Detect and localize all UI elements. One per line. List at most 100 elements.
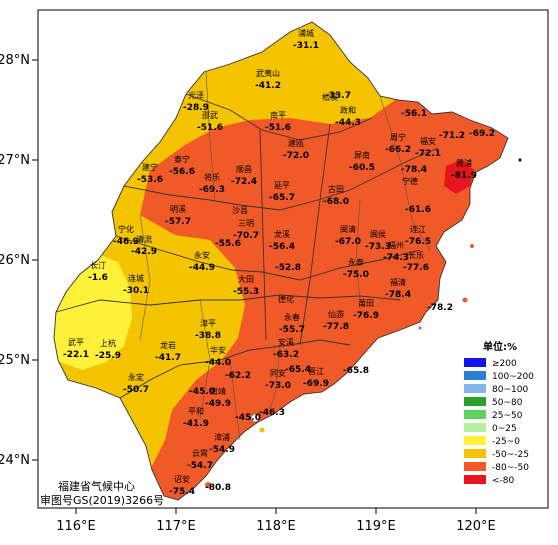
station-name: 宁德 (402, 176, 418, 186)
station-value: -57.7 (165, 217, 191, 227)
station-value: -75.4 (169, 487, 195, 497)
legend-label: -80~-50 (492, 463, 529, 473)
legend-swatch (464, 371, 486, 380)
station-label: 龙溪 -56.4 (269, 229, 295, 252)
station-label: 周宁 -66.2 (385, 132, 411, 155)
station-label: 建宁 -53.6 (137, 162, 163, 185)
lon-tick-label: 117°E (156, 519, 196, 534)
island (259, 427, 265, 433)
legend-item: <-80 (464, 475, 515, 486)
station-label: -71.2 (439, 131, 465, 141)
station-value: -44.9 (189, 263, 215, 273)
station-value: -46.9 (113, 237, 139, 247)
station-label: 宁德 (402, 176, 418, 186)
station-label: 仙游 -77.8 (323, 309, 349, 332)
islands (205, 158, 522, 488)
station-label: 南平 -51.6 (265, 110, 291, 133)
station-value: -78.2 (427, 303, 453, 313)
station-name: 永泰 (348, 257, 364, 267)
station-value: -73.0 (265, 381, 291, 391)
station-value: -56.4 (269, 242, 295, 252)
credit-agency: 福建省气候中心 (58, 479, 135, 493)
station-name: 明溪 (170, 204, 186, 214)
station-label: 宁化 -46.9 (113, 224, 139, 247)
station-label: -65.4 (285, 365, 311, 375)
station-value: -77.6 (403, 263, 429, 273)
station-name: 永春 (284, 312, 300, 322)
station-value: -50.7 (123, 385, 149, 395)
station-label: 武夷山 -41.2 (255, 68, 281, 91)
lat-tick-label: 24°N (0, 453, 30, 468)
station-label: 漳平 -38.8 (195, 318, 221, 341)
station-value: -55.3 (233, 287, 259, 297)
station-label: 将乐 -69.3 (199, 172, 225, 195)
station-value: -56.6 (169, 167, 195, 177)
legend-label: 0~25 (492, 424, 517, 434)
station-label: 顺昌 -72.4 (231, 165, 257, 187)
legend-swatch (464, 475, 486, 484)
station-value: -72.0 (283, 151, 309, 161)
station-name: 武夷山 (256, 68, 280, 78)
station-value: -31.1 (293, 41, 319, 51)
station-value: -65.8 (343, 366, 369, 376)
station-value: -71.2 (439, 131, 465, 141)
station-label: 泰宁 -56.6 (169, 154, 195, 177)
station-name: 三明 (238, 219, 254, 228)
station-name: 闽清 (340, 224, 356, 234)
station-value: -78.4 (401, 165, 427, 175)
station-label: 连江 -76.5 (405, 224, 431, 247)
legend-swatch (464, 449, 486, 458)
station-label: 武平 -22.1 (63, 337, 89, 360)
station-name: 邵武 (202, 110, 218, 120)
station-name: 古田 (328, 184, 344, 194)
station-label: 三明 -70.7 (233, 219, 259, 241)
station-name: 福清 (390, 277, 406, 287)
station-label: -45.0 (235, 413, 261, 423)
legend-label: 25~50 (492, 411, 523, 421)
station-value: -61.6 (405, 205, 431, 215)
station-name: 德化 (278, 294, 294, 304)
legend-item: 80~100 (464, 384, 528, 395)
station-value: -52.8 (275, 263, 301, 273)
station-label: -61.6 (405, 205, 431, 215)
legend-label: -50~-25 (492, 450, 529, 460)
station-label: 平和 -41.9 (183, 407, 209, 429)
lat-tick-label: 27°N (0, 153, 30, 168)
station-value: -77.8 (323, 322, 349, 332)
station-label: 古田 -68.0 (323, 184, 349, 207)
legend-swatch (464, 410, 486, 419)
station-label: 屏南 -60.5 (349, 150, 375, 173)
station-value: -63.2 (273, 350, 299, 360)
station-label: 邵武 -51.6 (197, 110, 223, 133)
station-label: 莆田 -76.9 (353, 298, 379, 321)
station-name: 平和 (188, 407, 204, 416)
station-label: 福州 -74.3 (383, 241, 409, 263)
station-name: 霞浦 (456, 158, 472, 168)
station-name: 将乐 (204, 172, 220, 182)
station-value: -56.1 (401, 109, 427, 119)
station-label: 永安 -44.9 (189, 250, 215, 273)
station-label: 南靖 -49.9 (205, 386, 231, 409)
lon-tick-label: 118°E (256, 519, 296, 534)
station-label: 霞浦 -81.9 (451, 158, 477, 181)
station-name: 上杭 (100, 338, 116, 348)
legend-swatch (464, 423, 486, 432)
station-value: -33.7 (325, 91, 351, 101)
station-value: -45.0 (235, 413, 261, 423)
latitude-axis: 28°N 27°N 26°N 25°N 24°N (0, 53, 38, 468)
station-label: 福安 -72.1 (415, 136, 441, 159)
lat-tick-label: 25°N (0, 353, 30, 368)
legend-swatch (464, 358, 486, 367)
legend-label: 50~80 (492, 398, 523, 408)
station-name: 武平 (68, 337, 84, 347)
station-value: -42.9 (131, 247, 157, 257)
lon-tick-label: 119°E (356, 519, 396, 534)
legend-item: 100~200 (464, 371, 534, 382)
station-value: -55.6 (215, 239, 241, 249)
legend-item: 0~25 (464, 423, 517, 434)
station-value: -67.0 (335, 237, 361, 247)
station-value: -41.9 (183, 419, 209, 429)
province-outline (53, 21, 509, 501)
station-name: 莆田 (358, 298, 374, 308)
